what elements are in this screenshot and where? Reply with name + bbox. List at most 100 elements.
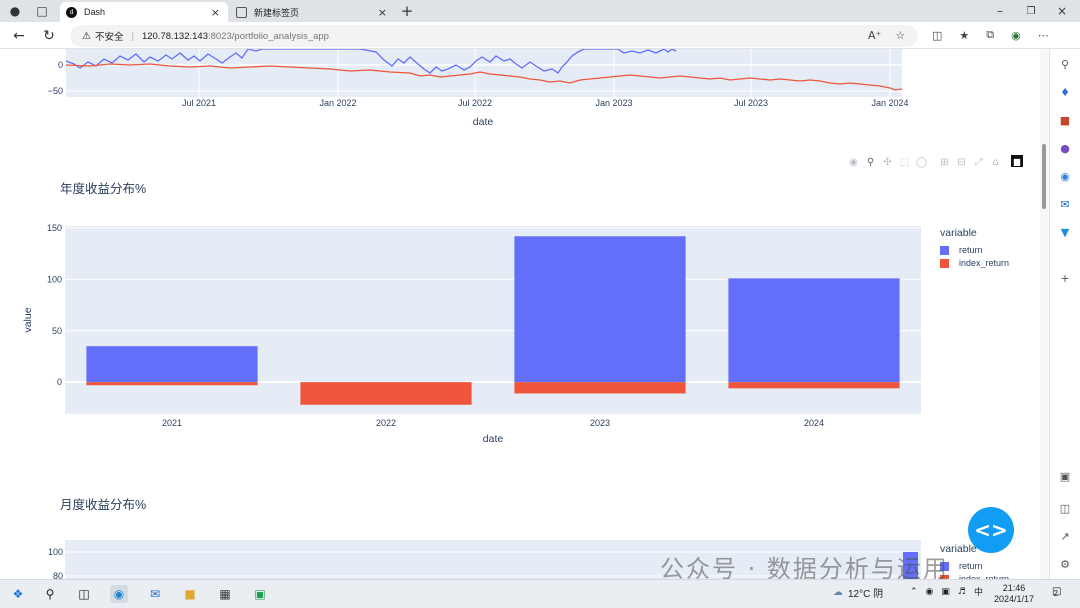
more-menu-icon[interactable]: ⋯ [1037, 28, 1049, 42]
page-scrollbar[interactable] [1040, 49, 1049, 579]
read-aloud-icon[interactable]: A⁺ [868, 28, 882, 42]
zoom-icon[interactable]: ⚲ [866, 156, 875, 168]
legend-label: index_return [959, 258, 1010, 268]
ime-indicator[interactable]: 中 [974, 588, 984, 598]
monthly-legend: variable return index_return [940, 543, 1009, 579]
tray-app-icon[interactable]: ◉ [925, 586, 934, 597]
terminal-app-icon[interactable]: ▣ [254, 587, 266, 601]
drop-icon[interactable]: ▼ [1060, 225, 1070, 239]
pan-icon[interactable]: ✣ [883, 156, 892, 168]
legend-item-index-return[interactable]: index_return [940, 258, 1009, 268]
restore-icon[interactable]: ❐ [1026, 5, 1036, 17]
back-icon[interactable]: ← [13, 28, 25, 44]
reset-axes-icon[interactable]: ⌂ [992, 156, 999, 168]
sidebar-layout-icon[interactable]: ◫ [1059, 501, 1071, 515]
system-tray: ⌃ ◉ ▣ ♬ 中 [910, 585, 984, 599]
search-icon[interactable]: ⚲ [1060, 57, 1070, 71]
tab-dash[interactable]: d Dash × [60, 2, 228, 22]
bar-index-return-2022[interactable] [300, 382, 472, 405]
profile-icon[interactable]: ● [9, 4, 21, 18]
return-line [65, 49, 677, 74]
toolbar-actions: ◫ ★ ⧉ ◉ ⋯ [932, 25, 1049, 45]
favorites-icon[interactable]: ★ [959, 28, 970, 42]
file-explorer-icon[interactable]: ■ [184, 587, 196, 601]
close-window-icon[interactable]: × [1056, 4, 1068, 18]
scrollbar-thumb[interactable] [1042, 144, 1046, 209]
new-tab-plus-icon[interactable]: + [400, 2, 414, 20]
games-icon[interactable]: ● [1060, 141, 1070, 155]
x-tick-label: 2024 [804, 418, 824, 428]
legend-item-return[interactable]: return [940, 561, 1009, 571]
autoscale-icon[interactable]: ⤢ [974, 156, 983, 168]
y-ticks: 0 50 100 150 [47, 223, 62, 387]
url-separator: | [131, 30, 134, 42]
new-tab-favicon-icon [236, 6, 247, 18]
x-tick-label: Jul 2022 [458, 98, 492, 108]
tab-actions-icon[interactable]: □ [36, 4, 48, 18]
open-external-icon[interactable]: ↗ [1060, 529, 1070, 543]
y-tick-label: 50 [52, 326, 62, 336]
search-icon[interactable]: ⚲ [45, 587, 55, 601]
weather-widget[interactable]: ☁ 12°C 阴 [833, 585, 883, 600]
extension-icon[interactable]: ◉ [1011, 28, 1021, 42]
y-tick-label: 0 [57, 377, 62, 387]
dash-favicon-icon: d [66, 6, 77, 18]
clock[interactable]: 21:46 2024/1/17 [994, 583, 1034, 605]
bar-return-2021[interactable] [86, 346, 258, 383]
close-tab-icon[interactable]: × [377, 5, 387, 19]
security-label: 不安全 [94, 32, 124, 43]
network-icon[interactable]: ▣ [941, 586, 950, 597]
bar-return-2023[interactable] [514, 236, 686, 383]
zoom-out-icon[interactable]: ⊟ [957, 156, 966, 168]
shopping-icon[interactable]: ♦ [1060, 85, 1070, 99]
bar-index-return-2024[interactable] [728, 382, 900, 389]
edge-browser-icon[interactable]: ◉ [110, 585, 128, 603]
tools-icon[interactable]: ■ [1059, 113, 1071, 127]
plotly-logo-icon[interactable]: ▆ [1011, 155, 1023, 167]
monthly-return-chart: 100 80 [48, 540, 921, 579]
favorite-star-icon[interactable]: ☆ [895, 28, 906, 42]
notification-center[interactable]: □ 2 [1052, 585, 1061, 598]
settings-gear-icon[interactable]: ⚙ [1060, 557, 1070, 571]
x-axis-title: date [483, 433, 504, 445]
volume-icon[interactable]: ♬ [957, 586, 966, 597]
address-actions: A⁺ ☆ [868, 25, 905, 45]
annual-return-chart: 0 50 100 150 2021 2022 2023 2024 date value [22, 223, 921, 445]
legend-label: return [959, 561, 983, 571]
annual-legend: variable return index_return [940, 227, 1009, 271]
outlook-icon[interactable]: ✉ [1060, 197, 1070, 211]
office-icon[interactable]: ◉ [1060, 169, 1070, 183]
legend-item-return[interactable]: return [940, 245, 1009, 255]
bar-index-return-2023[interactable] [514, 382, 686, 394]
bar-return-2024[interactable] [728, 278, 900, 383]
legend-swatch [940, 574, 949, 579]
lasso-select-icon[interactable]: ◯ [915, 156, 928, 168]
show-hidden-icon[interactable]: ⌃ [910, 586, 918, 597]
y-tick-label: 100 [48, 547, 63, 557]
split-screen-icon[interactable]: ◫ [932, 28, 943, 42]
task-view-icon[interactable]: ◫ [78, 587, 90, 601]
legend-item-index-return[interactable]: index_return [940, 574, 1009, 579]
x-tick-label: Jul 2021 [182, 98, 216, 108]
y-tick-label: 0 [58, 60, 63, 70]
windows-start-icon[interactable]: ❖ [12, 587, 24, 601]
add-sidebar-app-icon[interactable]: + [1060, 271, 1070, 285]
bar-return [903, 552, 918, 579]
minimize-icon[interactable]: – [997, 4, 1003, 18]
screenshot-icon[interactable]: ▣ [1059, 469, 1071, 483]
bar-index-return-2021[interactable] [86, 382, 258, 386]
box-select-icon[interactable]: ⬚ [899, 156, 910, 168]
collections-icon[interactable]: ⧉ [986, 28, 995, 41]
refresh-icon[interactable]: ↻ [43, 28, 55, 44]
warning-icon: ⚠ [82, 30, 91, 42]
camera-icon[interactable]: ◉ [849, 156, 858, 168]
x-tick-label: Jan 2023 [595, 98, 632, 108]
address-input[interactable]: ⚠ 不安全 | 120.78.132.143:8023/portfolio_an… [70, 25, 918, 47]
mail-icon[interactable]: ✉ [149, 587, 161, 601]
edge-sidebar: ⚲ ♦ ■ ● ◉ ✉ ▼ + ▣ ◫ ↗ ⚙ [1049, 49, 1080, 579]
close-tab-icon[interactable]: × [210, 5, 220, 19]
tab-new-tab[interactable]: 新建标签页 × [230, 2, 395, 22]
dev-tools-code-button[interactable]: <> [968, 507, 1014, 553]
store-icon[interactable]: ▦ [219, 587, 231, 601]
zoom-in-icon[interactable]: ⊞ [940, 156, 949, 168]
